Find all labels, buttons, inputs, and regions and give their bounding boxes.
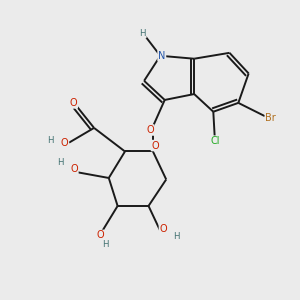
Text: O: O <box>159 224 167 234</box>
Text: H: H <box>103 240 109 249</box>
Text: O: O <box>146 125 154 135</box>
Text: O: O <box>61 138 68 148</box>
Text: O: O <box>70 164 78 173</box>
Text: H: H <box>46 136 53 145</box>
Text: H: H <box>173 232 180 241</box>
Text: Cl: Cl <box>210 136 220 146</box>
Text: O: O <box>70 98 77 108</box>
Text: N: N <box>158 51 166 61</box>
Text: H: H <box>57 158 63 167</box>
Text: O: O <box>96 230 104 240</box>
Text: O: O <box>152 141 159 151</box>
Text: Br: Br <box>265 112 276 123</box>
Text: H: H <box>140 28 146 38</box>
